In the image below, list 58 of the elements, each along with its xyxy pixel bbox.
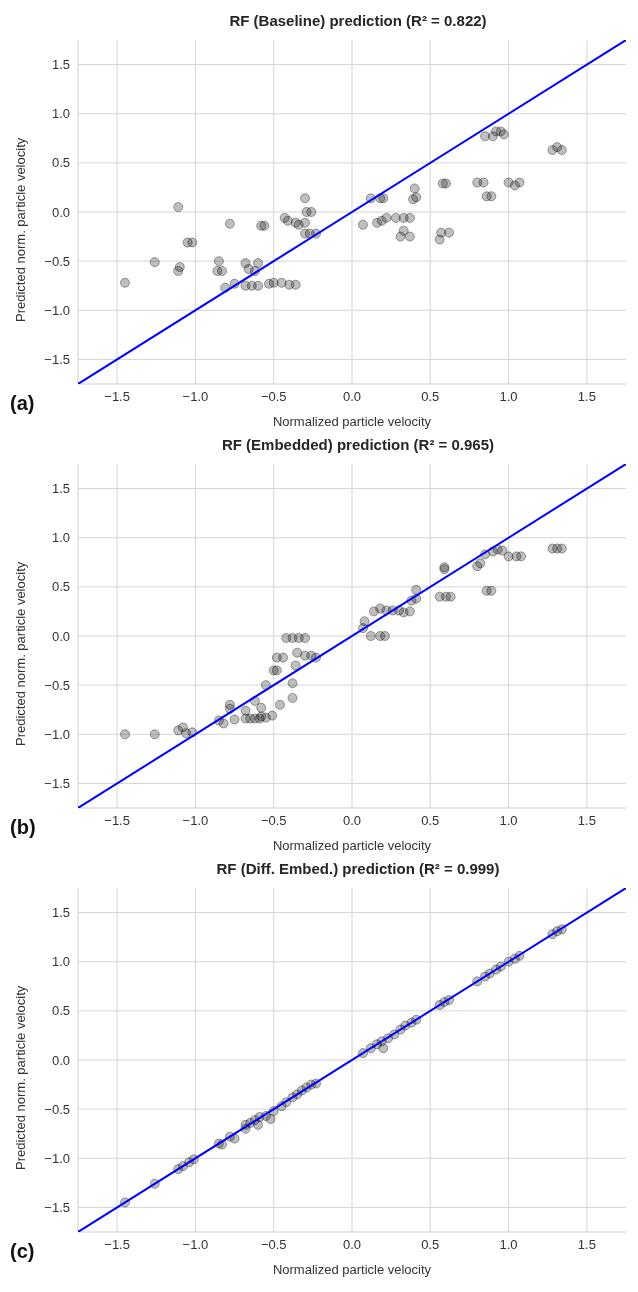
x-tick-label: −1.0 <box>182 389 209 405</box>
y-axis-title: Predicted norm. particle velocity <box>12 561 28 746</box>
y-tick-label: 1.5 <box>51 57 70 73</box>
y-tick-label: 0.5 <box>51 579 70 595</box>
x-tick-label: 1.5 <box>577 1237 596 1253</box>
x-axis-title: Normalized particle velocity <box>272 414 432 429</box>
x-tick-label: −1.0 <box>182 1237 209 1253</box>
x-tick-label: 0.5 <box>421 1237 440 1253</box>
y-tick-label: −0.5 <box>44 253 70 269</box>
x-tick-label: 1.5 <box>577 389 596 405</box>
y-axis-title: Predicted norm. particle velocity <box>12 137 28 322</box>
text: (c) <box>10 1240 35 1263</box>
x-tick-label: 0.0 <box>342 389 362 405</box>
y-tick-label: 0.0 <box>51 204 70 220</box>
y-tick-label: −1.5 <box>44 352 70 368</box>
x-tick-label: −1.5 <box>104 1237 130 1253</box>
x-tick-label: −1.5 <box>104 813 130 829</box>
text: (b) <box>10 816 36 839</box>
x-tick-label: −1.5 <box>104 389 130 405</box>
x-tick-label: −0.5 <box>260 1237 287 1253</box>
x-tick-label: 1.5 <box>577 813 596 829</box>
x-tick-label: 0.5 <box>421 389 440 405</box>
y-tick-label: 1.0 <box>51 954 70 970</box>
y-tick-label: −0.5 <box>44 677 70 693</box>
point <box>253 1119 264 1130</box>
y-tick-label: 0.0 <box>51 628 70 644</box>
y-tick-label: 1.5 <box>51 481 70 497</box>
point <box>229 1133 240 1144</box>
x-tick-label: 0.5 <box>421 813 440 829</box>
x-tick-label: 1.0 <box>499 1237 518 1253</box>
x-tick-label: 1.0 <box>499 813 518 829</box>
y-tick-label: 1.0 <box>51 530 70 546</box>
x-tick-label: 0.0 <box>342 813 362 829</box>
y-tick-label: −1.0 <box>44 302 70 318</box>
chart-title: RF (Baseline) prediction (R² = 0.822) <box>228 12 488 29</box>
chart-title: RF (Diff. Embed.) prediction (R² = 0.999) <box>215 860 501 877</box>
x-tick-label: −1.0 <box>182 813 209 829</box>
y-tick-label: −1.5 <box>44 776 70 792</box>
x-axis-title: Normalized particle velocity <box>272 1262 432 1277</box>
x-axis-title: Normalized particle velocity <box>272 838 432 853</box>
y-axis-title: Predicted norm. particle velocity <box>12 985 28 1170</box>
x-tick-label: −0.5 <box>260 389 287 405</box>
y-tick-label: −1.5 <box>44 1200 70 1216</box>
y-tick-label: −1.0 <box>44 726 70 742</box>
text: (a) <box>10 392 35 415</box>
x-tick-label: 0.0 <box>342 1237 362 1253</box>
point <box>378 1043 389 1054</box>
y-tick-label: 0.5 <box>51 155 70 171</box>
y-tick-label: 1.5 <box>51 905 70 921</box>
chart-title: RF (Embedded) prediction (R² = 0.965) <box>220 436 496 453</box>
y-tick-label: −0.5 <box>44 1101 70 1117</box>
y-tick-label: 0.0 <box>51 1052 70 1068</box>
y-tick-label: −1.0 <box>44 1150 70 1166</box>
x-tick-label: −0.5 <box>260 813 287 829</box>
y-tick-label: 0.5 <box>51 1003 70 1019</box>
y-tick-label: 1.0 <box>51 106 70 122</box>
point <box>265 1113 276 1124</box>
x-tick-label: 1.0 <box>499 389 518 405</box>
